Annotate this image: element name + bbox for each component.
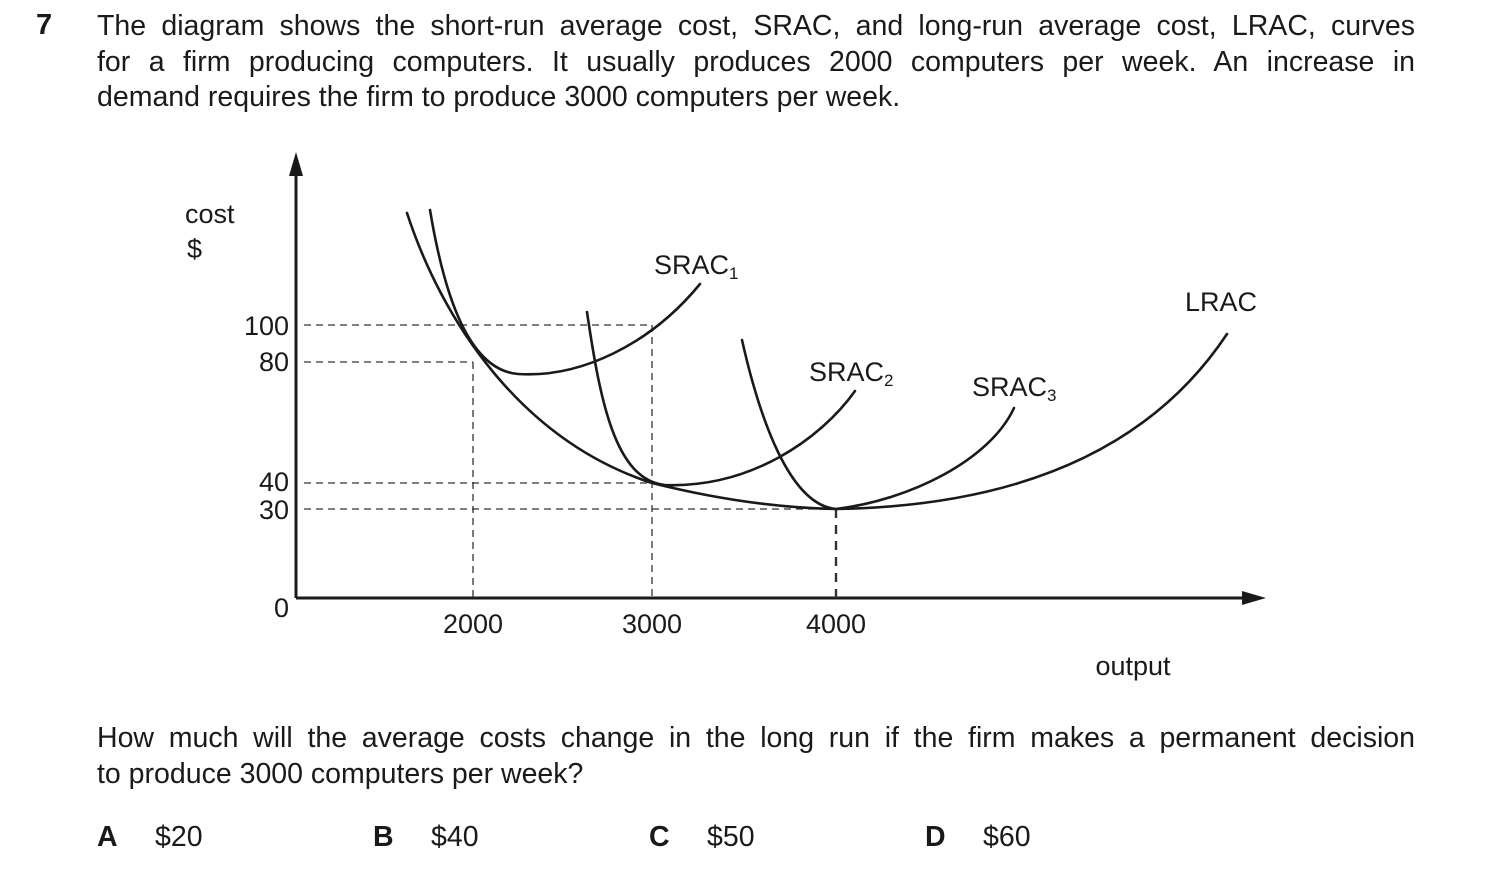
option-c[interactable]: C $50 [649, 821, 755, 854]
option-c-letter: C [649, 821, 670, 853]
srac1-curve [428, 208, 702, 376]
y-tick-100: 100 [244, 311, 289, 341]
option-d-text: $60 [983, 821, 1031, 853]
srac3-label: SRAC3 [972, 372, 1056, 405]
option-a-text: $20 [155, 821, 203, 853]
y-tick-30: 30 [259, 495, 289, 525]
x-tick-2000: 2000 [443, 609, 503, 639]
stem-line-1: The diagram shows the short-run average … [97, 10, 1415, 42]
srac2-curve [585, 310, 857, 487]
option-c-text: $50 [707, 821, 755, 853]
stem-line-2: for a firm producing computers. It usual… [97, 45, 1415, 78]
question-prompt: How much will the average costs change i… [97, 721, 1415, 792]
origin-label: 0 [274, 593, 289, 623]
x-tick-3000: 3000 [622, 609, 682, 639]
y-tick-40: 40 [259, 467, 289, 497]
option-b[interactable]: B $40 [373, 821, 479, 854]
lrac-label: LRAC [1185, 287, 1257, 317]
y-axis-label-currency: $ [187, 234, 202, 264]
option-a[interactable]: A $20 [97, 821, 203, 854]
y-axis-label-cost: cost [185, 199, 235, 229]
y-axis-arrowhead [289, 152, 303, 176]
stem-line-3: demand requires the firm to produce 3000… [97, 81, 901, 113]
question-number: 7 [36, 9, 53, 41]
option-b-text: $40 [431, 821, 479, 853]
question-stem: The diagram shows the short-run average … [97, 9, 1415, 116]
srac3-curve [740, 338, 1016, 511]
option-a-letter: A [97, 821, 118, 853]
lrac-curve [405, 211, 1229, 511]
y-tick-80: 80 [259, 347, 289, 377]
x-axis-arrowhead [1242, 591, 1266, 605]
x-axis-label: output [1095, 651, 1171, 681]
x-tick-4000: 4000 [806, 609, 866, 639]
prompt-line-2: to produce 3000 computers per week? [97, 757, 584, 790]
srac2-label: SRAC2 [809, 357, 893, 390]
option-d[interactable]: D $60 [925, 821, 1031, 854]
option-d-letter: D [925, 821, 946, 853]
srac1-label: SRAC1 [654, 250, 738, 283]
option-b-letter: B [373, 821, 394, 853]
prompt-line-1: How much will the average costs change i… [97, 722, 1415, 754]
